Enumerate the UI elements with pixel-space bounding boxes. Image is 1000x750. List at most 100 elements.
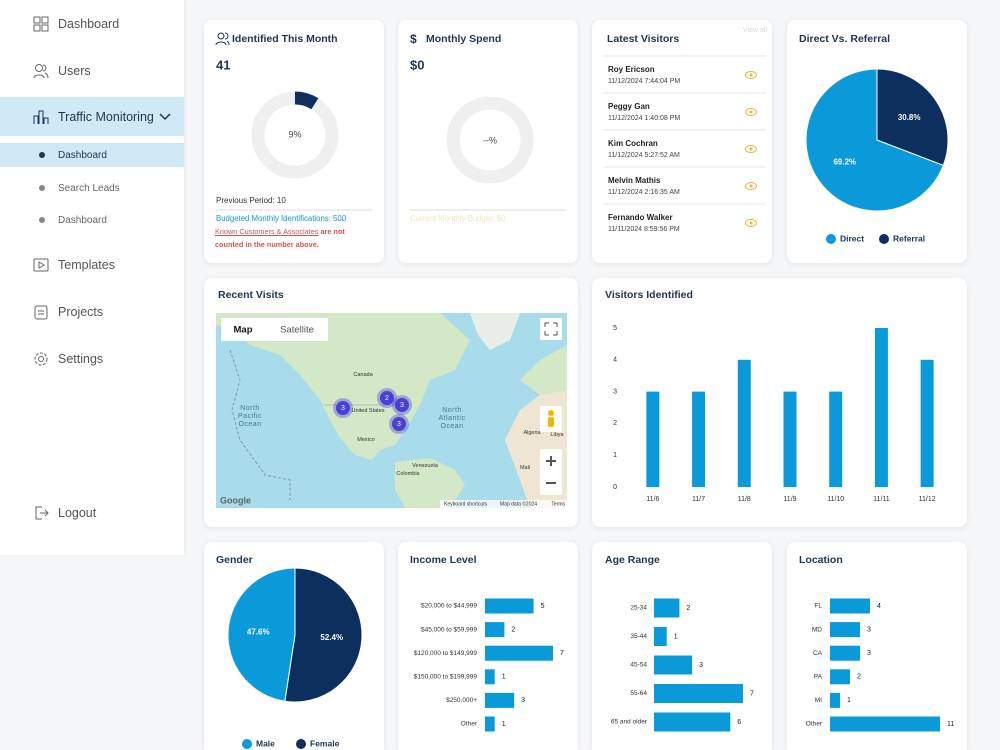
donut-track xyxy=(446,96,534,184)
x-tick-label: 11/7 xyxy=(692,496,705,503)
bar xyxy=(654,598,680,618)
zoom-icons[interactable] xyxy=(546,456,556,484)
bar xyxy=(485,692,515,708)
donut-label: 9% xyxy=(288,129,301,139)
bar xyxy=(485,645,553,661)
nav-item[interactable]: Users xyxy=(0,52,184,90)
x-tick-label: 11/11 xyxy=(873,496,890,503)
bar xyxy=(830,716,940,732)
x-tick-label: 11/9 xyxy=(783,496,796,503)
category-label: FL xyxy=(814,603,822,610)
cluster-marker[interactable] xyxy=(380,391,394,405)
subnav-item[interactable]: Search Leads xyxy=(0,176,184,200)
visitor-time: 11/11/2024 8:59:56 PM xyxy=(608,225,680,233)
category-label: 25-34 xyxy=(630,605,647,612)
cluster-count: 3 xyxy=(397,421,401,428)
bar xyxy=(830,645,860,661)
nav-icon xyxy=(33,64,49,79)
value-label: 7 xyxy=(560,650,564,657)
legend-swatch xyxy=(826,234,836,244)
card-title: Location xyxy=(799,554,843,566)
legend-label: Female xyxy=(310,738,340,748)
visitor-name: Roy Ericson xyxy=(608,64,655,74)
eye-icon[interactable] xyxy=(745,145,757,153)
bar xyxy=(485,669,495,685)
visitor-time: 11/12/2024 7:44:04 PM xyxy=(608,77,681,85)
nav-item[interactable]: Dashboard xyxy=(0,5,184,43)
card-title: Latest Visitors xyxy=(607,33,679,45)
previous-period: Previous Period: 10 xyxy=(216,196,286,205)
map-attribution[interactable]: Map data ©2024 xyxy=(500,500,537,507)
visitor-row: Melvin Mathis 11/12/2024 2:16:35 AM xyxy=(608,167,708,204)
map-tab[interactable]: Satellite xyxy=(280,325,314,336)
map-attribution[interactable]: Keyboard shortcuts xyxy=(444,501,488,507)
value-label: 1 xyxy=(674,633,678,640)
visitor-name: Kim Cochran xyxy=(608,138,658,148)
nav-icon xyxy=(33,16,49,32)
fullscreen-icon xyxy=(544,322,558,336)
cluster-marker[interactable] xyxy=(395,398,409,412)
nav-item[interactable]: Templates xyxy=(0,246,184,284)
eye-icon[interactable] xyxy=(745,182,757,190)
value-label: 3 xyxy=(867,650,871,657)
bullet xyxy=(39,185,45,191)
category-label: $20,000 to $44,999 xyxy=(421,603,477,610)
cluster-marker[interactable] xyxy=(392,417,406,431)
subnav-label: Dashboard xyxy=(58,149,107,161)
pie-slice xyxy=(876,68,949,166)
subnav-item[interactable]: Dashboard xyxy=(0,208,184,232)
cluster-count: 2 xyxy=(385,395,389,402)
pegman-head xyxy=(548,410,554,416)
slice-label: 30.8% xyxy=(898,113,921,122)
y-tick-label: 3 xyxy=(613,388,617,395)
map-tab[interactable]: Map xyxy=(234,325,253,336)
eye-icon[interactable] xyxy=(745,108,757,116)
map-label: North Pacific Ocean xyxy=(237,405,263,428)
nav-item[interactable]: Settings xyxy=(0,340,184,378)
value-label: 2 xyxy=(857,674,861,681)
nav-label: Users xyxy=(58,64,91,78)
value-label: 1 xyxy=(502,721,506,728)
map-label: Mexico xyxy=(357,437,375,443)
sidebar: Dashboard Users Traffic Monitoring Dashb… xyxy=(0,0,184,555)
eye-icon[interactable] xyxy=(745,219,757,227)
eye-icon[interactable] xyxy=(745,71,757,79)
card xyxy=(592,20,772,263)
card-title: Income Level xyxy=(410,554,477,566)
view-all-link[interactable]: View all xyxy=(743,27,767,34)
card-title: Recent Visits xyxy=(218,289,284,301)
donut-arc xyxy=(294,91,319,110)
subnav-item-active[interactable]: Dashboard xyxy=(0,143,184,167)
known-link[interactable]: Known Customers & Associates xyxy=(215,227,319,236)
value-label: 7 xyxy=(750,690,754,697)
visitor-row: Peggy Gan 11/12/2024 1:40:08 PM xyxy=(608,93,708,130)
map-label: Canada xyxy=(353,372,373,378)
bar xyxy=(646,391,660,487)
bar xyxy=(654,684,743,703)
map-attribution[interactable]: Terms xyxy=(551,501,565,507)
category-label: PA xyxy=(814,674,823,681)
fullscreen-button[interactable] xyxy=(540,318,562,340)
x-tick-label: 11/12 xyxy=(919,496,936,503)
visitor-time: 11/12/2024 2:16:35 AM xyxy=(608,188,680,196)
bar xyxy=(654,712,731,732)
legend-swatch xyxy=(879,234,889,244)
nav-item-active[interactable]: Traffic Monitoring xyxy=(0,97,184,136)
nav-label: Projects xyxy=(58,305,104,319)
visitor-name: Peggy Gan xyxy=(608,101,650,111)
value-label: 2 xyxy=(686,605,690,612)
map-label: North Atlantic Ocean xyxy=(438,407,466,430)
bullet xyxy=(39,217,45,223)
y-tick-label: 5 xyxy=(613,325,617,332)
nav-item[interactable]: Logout xyxy=(0,494,184,532)
visitor-row: Fernando Walker 11/11/2024 8:59:56 PM xyxy=(608,204,708,241)
map-land xyxy=(470,313,520,350)
nav-item[interactable]: Projects xyxy=(0,293,184,331)
zoom-control xyxy=(540,449,562,495)
map-type-control xyxy=(221,318,328,341)
visitor-row: Kim Cochran 11/12/2024 5:27:52 AM xyxy=(608,130,708,167)
legend-label: Male xyxy=(256,738,275,748)
card-title: Direct Vs. Referral xyxy=(799,33,890,45)
cluster-marker[interactable] xyxy=(336,401,350,415)
